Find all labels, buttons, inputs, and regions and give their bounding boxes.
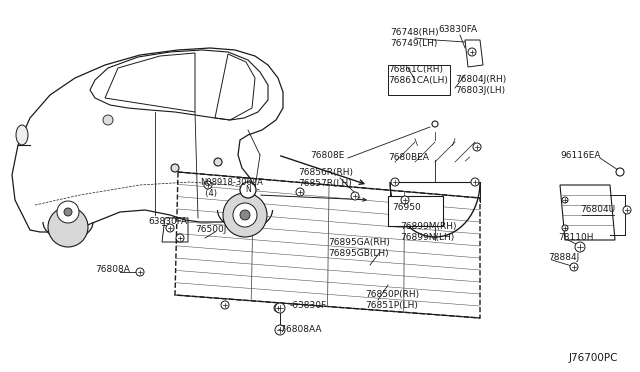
- Circle shape: [223, 193, 267, 237]
- Text: 78884J: 78884J: [548, 253, 579, 263]
- Circle shape: [176, 234, 184, 242]
- Text: 76500J: 76500J: [195, 225, 227, 234]
- Circle shape: [214, 158, 222, 166]
- Text: N08918-3062A
  (4): N08918-3062A (4): [200, 178, 263, 198]
- Text: 76804J(RH)
76803J(LH): 76804J(RH) 76803J(LH): [455, 75, 506, 95]
- Text: J76700PC: J76700PC: [568, 353, 618, 363]
- Circle shape: [562, 197, 568, 203]
- Circle shape: [296, 188, 304, 196]
- Ellipse shape: [16, 125, 28, 145]
- Circle shape: [391, 178, 399, 186]
- Circle shape: [204, 181, 212, 189]
- Circle shape: [233, 203, 257, 227]
- Text: 76808E: 76808E: [310, 151, 344, 160]
- Text: 76950: 76950: [392, 203, 420, 212]
- Circle shape: [221, 301, 229, 309]
- Circle shape: [623, 206, 631, 214]
- Text: -63830F: -63830F: [290, 301, 327, 310]
- Text: 76899M(RH)
76899N(LH): 76899M(RH) 76899N(LH): [400, 222, 456, 242]
- Circle shape: [171, 164, 179, 172]
- Circle shape: [57, 201, 79, 223]
- Circle shape: [240, 182, 256, 198]
- Circle shape: [274, 304, 282, 312]
- Text: 78110H: 78110H: [558, 234, 593, 243]
- Text: 76808A: 76808A: [95, 266, 130, 275]
- Circle shape: [575, 242, 585, 252]
- Circle shape: [275, 303, 285, 313]
- Circle shape: [166, 224, 174, 232]
- Circle shape: [616, 168, 624, 176]
- Circle shape: [468, 48, 476, 56]
- Circle shape: [401, 196, 409, 204]
- Bar: [388, 65, 450, 95]
- Text: 76895GA(RH)
76895GB(LH): 76895GA(RH) 76895GB(LH): [328, 238, 390, 258]
- Circle shape: [432, 121, 438, 127]
- Text: 76861C(RH)
76861CA(LH): 76861C(RH) 76861CA(LH): [388, 65, 448, 85]
- Circle shape: [562, 225, 568, 231]
- Circle shape: [136, 268, 144, 276]
- Circle shape: [471, 178, 479, 186]
- Bar: [388, 196, 443, 226]
- Circle shape: [64, 208, 72, 216]
- Circle shape: [48, 207, 88, 247]
- Circle shape: [275, 325, 285, 335]
- Circle shape: [103, 115, 113, 125]
- Text: 76850P(RH)
76851P(LH): 76850P(RH) 76851P(LH): [365, 290, 419, 310]
- Circle shape: [240, 210, 250, 220]
- Text: 63830FA: 63830FA: [148, 218, 187, 227]
- Text: 76856R(RH)
76857R(LH): 76856R(RH) 76857R(LH): [298, 168, 353, 188]
- Text: N: N: [245, 186, 251, 195]
- Circle shape: [351, 192, 359, 200]
- Text: 76748(RH)
76749(LH): 76748(RH) 76749(LH): [390, 28, 438, 48]
- Text: 7680BEA: 7680BEA: [388, 154, 429, 163]
- Text: 96116EA: 96116EA: [560, 151, 600, 160]
- Text: -76808AA: -76808AA: [278, 326, 323, 334]
- Text: 63830FA: 63830FA: [438, 26, 477, 35]
- Circle shape: [570, 263, 578, 271]
- Text: 76804U: 76804U: [580, 205, 615, 215]
- Circle shape: [473, 143, 481, 151]
- Circle shape: [244, 184, 252, 192]
